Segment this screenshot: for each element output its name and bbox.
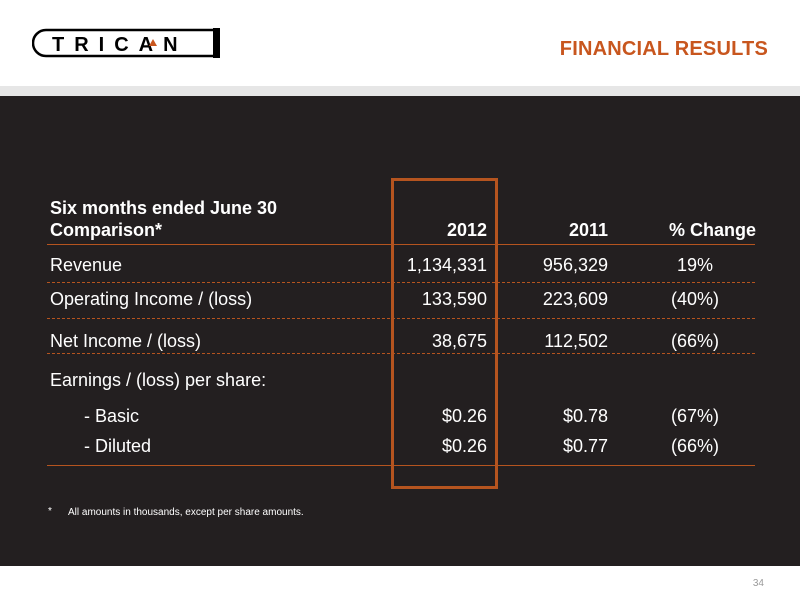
row-value-change: (40%) <box>670 289 719 309</box>
row-divider <box>47 353 755 354</box>
row-label: Net Income / (loss) <box>50 331 202 351</box>
table-title-line2: Comparison* <box>50 220 163 240</box>
row-value-change: (66%) <box>670 331 719 351</box>
column-header-2011: 2011 <box>568 220 608 240</box>
row-value-2011: 956,329 <box>542 255 608 275</box>
row-value-2012: 1,134,331 <box>406 255 487 275</box>
table-title-line1: Six months ended June 30 <box>50 198 278 218</box>
row-divider <box>47 318 755 319</box>
header-divider-band <box>0 86 800 96</box>
row-value-change: 19% <box>676 255 714 275</box>
column-header-2012: 2012 <box>446 220 487 240</box>
header-rule <box>47 244 755 245</box>
column-header-change: % Change <box>668 220 756 240</box>
row-value-change: (66%) <box>670 436 719 456</box>
table-bottom-rule <box>47 465 755 466</box>
year-2012-highlight <box>391 178 498 489</box>
logo-text: TRICAN <box>52 34 188 56</box>
slide-header: TRICAN FINANCIAL RESULTS <box>0 0 800 86</box>
page-title: FINANCIAL RESULTS <box>559 38 768 60</box>
row-value-2012: $0.26 <box>441 436 487 456</box>
row-value-2011: 223,609 <box>542 289 608 309</box>
row-label: Revenue <box>50 255 123 275</box>
row-label: - Basic <box>84 406 140 426</box>
row-value-2012: 133,590 <box>421 289 487 309</box>
footnote-text: All amounts in thousands, except per sha… <box>68 507 304 518</box>
row-value-2012: $0.26 <box>441 406 487 426</box>
row-value-2011: $0.77 <box>562 436 608 456</box>
trican-logo: TRICAN <box>32 28 220 58</box>
row-value-2012: 38,675 <box>431 331 487 351</box>
row-divider <box>47 282 755 283</box>
row-label: - Diluted <box>84 436 152 456</box>
row-label: Earnings / (loss) per share: <box>50 370 267 390</box>
row-value-2011: $0.78 <box>562 406 608 426</box>
page-number: 34 <box>752 578 764 589</box>
footnote-mark: * <box>48 506 52 517</box>
row-value-change: (67%) <box>670 406 719 426</box>
row-value-2011: 112,502 <box>544 331 608 351</box>
row-label: Operating Income / (loss) <box>50 289 253 309</box>
